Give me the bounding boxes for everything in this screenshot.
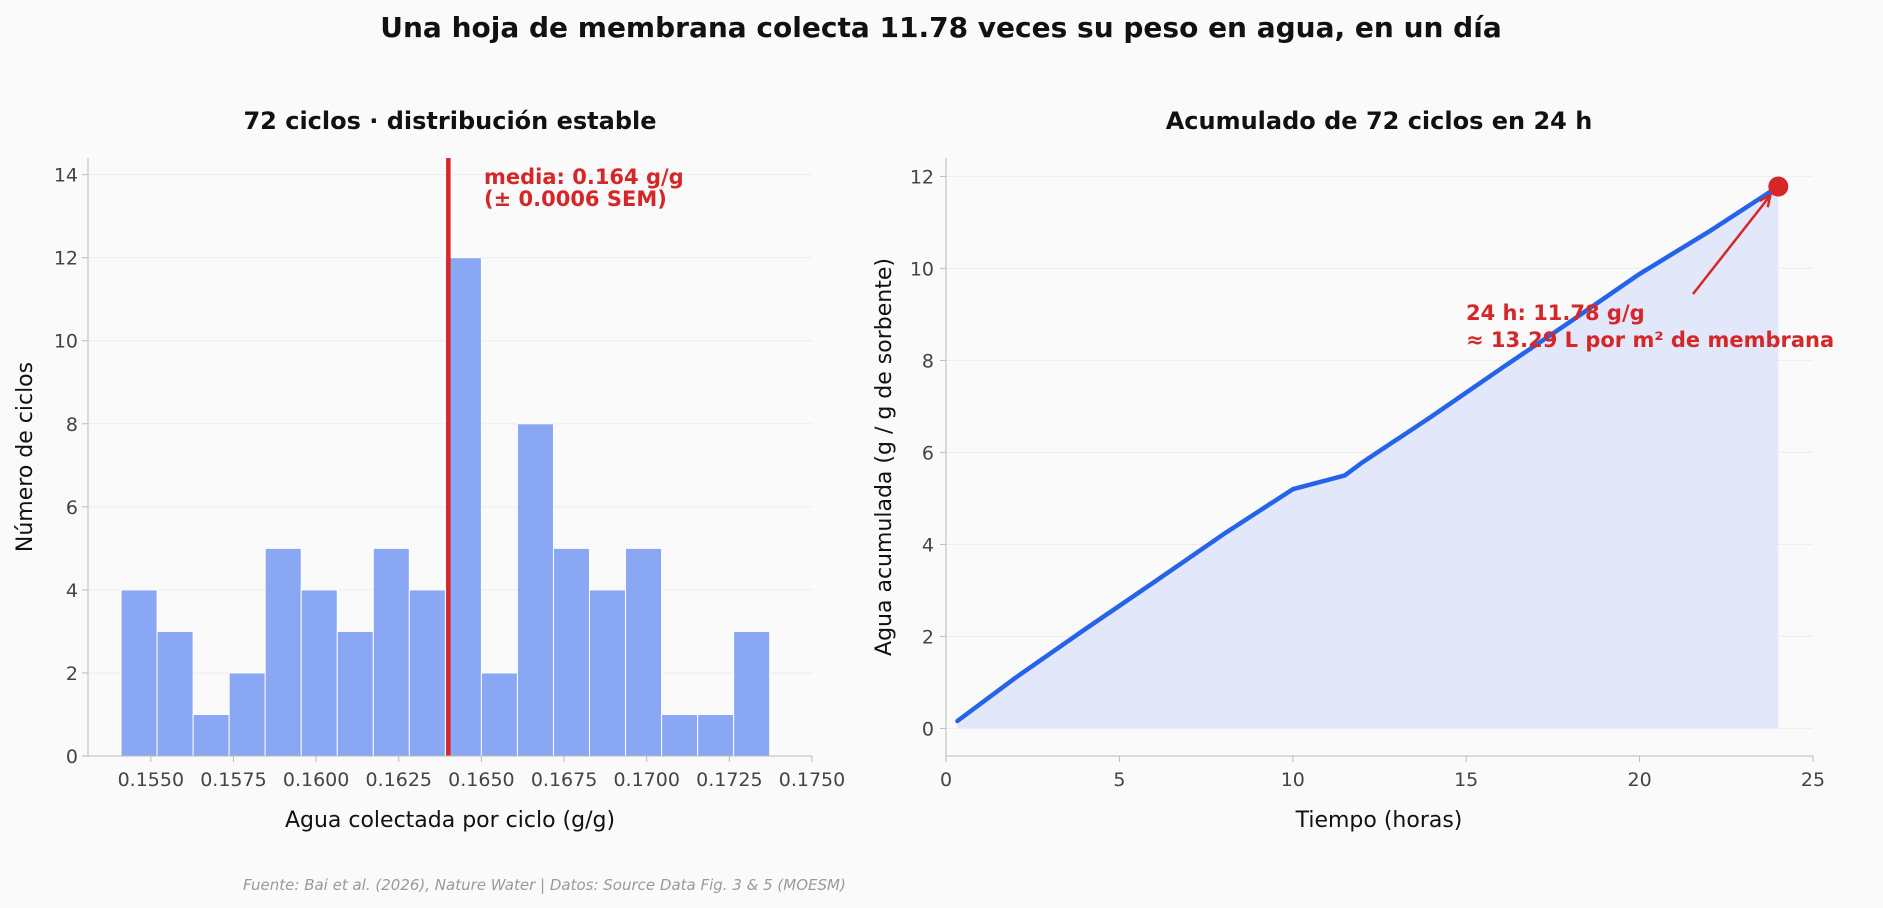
y-tick-label: 6	[66, 497, 78, 519]
y-tick-label: 2	[66, 663, 78, 685]
y-tick-label: 12	[910, 166, 934, 188]
cumulative-series-line	[955, 184, 1781, 724]
cumulative-x-axis-label: Tiempo (horas)	[1295, 808, 1463, 833]
histogram-bars	[120, 257, 771, 757]
histogram-bar	[156, 630, 194, 757]
cumulative-y-ticks: 0 2 4 6 8 10 12	[910, 166, 946, 740]
cumulative-x-ticks: 0 5 10 15 20 25	[940, 756, 1825, 791]
histogram-bar	[444, 257, 482, 757]
mean-annotation-line-1: media: 0.164 g/g	[484, 165, 684, 189]
y-tick-label: 0	[922, 718, 934, 740]
histogram-bar	[372, 547, 410, 757]
y-tick-label: 0	[66, 746, 78, 768]
histogram-bar	[408, 589, 446, 757]
histogram-bar	[120, 589, 158, 757]
x-tick-label: 0.1575	[200, 769, 266, 791]
endpoint-arrowhead	[1758, 193, 1773, 208]
histogram-bar	[516, 423, 554, 757]
x-tick-label: 0.1600	[283, 769, 349, 791]
y-tick-label: 6	[922, 442, 934, 464]
y-tick-label: 14	[54, 165, 78, 187]
x-tick-label: 15	[1454, 769, 1478, 791]
x-tick-label: 0.1750	[779, 769, 845, 791]
y-tick-label: 2	[922, 626, 934, 648]
x-tick-label: 0.1700	[613, 769, 679, 791]
endpoint-annotation-line-1: 24 h: 11.78 g/g	[1466, 301, 1645, 325]
mean-annotation-line-2: (± 0.0006 SEM)	[484, 187, 667, 211]
histogram-bar	[625, 547, 663, 757]
histogram-bar	[480, 672, 518, 757]
x-tick-label: 0.1675	[531, 769, 597, 791]
x-tick-label: 20	[1628, 769, 1652, 791]
histogram-bar	[552, 547, 591, 757]
source-note: Fuente: Bai et al. (2026), Nature Water …	[243, 876, 846, 894]
cumulative-axes	[945, 158, 1813, 757]
y-tick-label: 8	[66, 414, 78, 436]
histogram-bar	[228, 672, 266, 757]
y-tick-label: 10	[910, 258, 934, 280]
x-tick-label: 0.1625	[366, 769, 432, 791]
x-tick-label: 0.1725	[696, 769, 762, 791]
histogram-x-ticks: 0.1550 0.1575 0.1600 0.1625 0.1650 0.1675 0.17…	[118, 756, 845, 791]
histogram-bar	[192, 713, 230, 757]
x-tick-label: 25	[1801, 769, 1825, 791]
histogram-bar	[733, 630, 771, 757]
y-tick-label: 10	[54, 331, 78, 353]
endpoint-annotation-line-2: ≈ 13.29 L por m² de membrana	[1466, 328, 1834, 352]
x-tick-label: 0.1550	[118, 769, 184, 791]
x-tick-label: 0.1650	[448, 769, 514, 791]
histogram-bar	[661, 713, 699, 757]
cumulative-panel: Acumulado de 72 ciclos en 24 h 0 5 10 15 20 2…	[872, 107, 1834, 833]
histogram-bar	[300, 589, 338, 757]
figure-title: Una hoja de membrana colecta 11.78 veces…	[380, 11, 1501, 44]
endpoint-arrow	[1692, 194, 1772, 295]
cumulative-y-axis-label: Agua acumulada (g / g de sorbente)	[872, 258, 897, 656]
histogram-y-ticks: 0 2 4 6 8 10 12 14	[54, 165, 88, 768]
histogram-bar	[697, 713, 735, 757]
histogram-y-axis-label: Número de ciclos	[13, 362, 38, 552]
x-tick-label: 5	[1113, 769, 1125, 791]
histogram-bar	[336, 630, 374, 757]
x-tick-label: 0	[940, 769, 952, 791]
x-tick-label: 10	[1281, 769, 1305, 791]
histogram-panel: 72 ciclos · distribución estable 0.1550 0…	[13, 107, 845, 833]
histogram-title: 72 ciclos · distribución estable	[243, 107, 656, 135]
histogram-x-axis-label: Agua colectada por ciclo (g/g)	[285, 808, 615, 833]
histogram-bar	[264, 547, 302, 757]
y-tick-label: 12	[54, 248, 78, 270]
y-tick-label: 8	[922, 350, 934, 372]
histogram-bar	[589, 589, 627, 757]
endpoint-marker	[1768, 176, 1789, 197]
y-tick-label: 4	[922, 534, 934, 556]
cumulative-title: Acumulado de 72 ciclos en 24 h	[1166, 107, 1593, 135]
y-tick-label: 4	[66, 580, 78, 602]
